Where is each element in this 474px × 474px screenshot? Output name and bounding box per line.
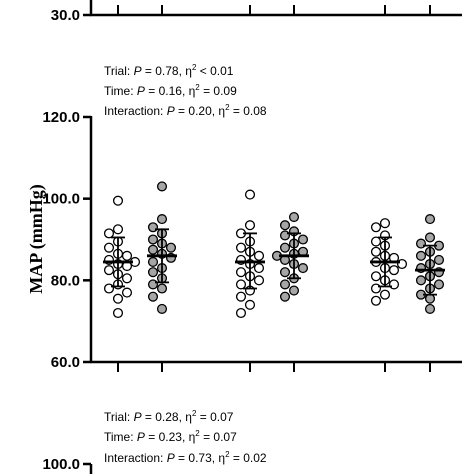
data-point [370, 236, 382, 247]
data-point [288, 285, 300, 296]
data-point [370, 222, 382, 233]
data-point [156, 214, 168, 225]
mid-y-tick-label: 100.0 [42, 191, 80, 208]
y-axis-label: MAP (mmHg) [26, 184, 47, 293]
data-point [279, 230, 291, 241]
data-point [235, 291, 247, 302]
data-point [156, 181, 168, 192]
mid-stat-interaction: Interaction: P = 0.20, η2 = 0.08 [104, 103, 267, 119]
data-point [424, 303, 436, 314]
mid-stat-time: Time: P = 0.16, η2 = 0.09 [104, 83, 237, 99]
data-point [253, 263, 265, 274]
data-point [147, 291, 159, 302]
data-point [235, 242, 247, 253]
data-point [156, 303, 168, 314]
data-point [370, 295, 382, 306]
data-point [279, 291, 291, 302]
data-point [112, 307, 124, 319]
bottom-stat-interaction: Interaction: P = 0.73, η2 = 0.02 [104, 450, 267, 466]
bottom-y-tick-label: 100.0 [42, 456, 80, 473]
mid-y-tick-label: 60.0 [51, 354, 80, 371]
data-point [244, 189, 256, 200]
data-point [103, 228, 115, 239]
mid-y-tick-label: 120.0 [42, 109, 80, 126]
bottom-stat-trial: Trial: P = 0.28, η2 = 0.07 [104, 409, 234, 425]
data-point [279, 220, 291, 231]
data-point [244, 299, 256, 310]
data-point [297, 263, 309, 274]
top-panel: 30.0 [51, 0, 462, 24]
data-point [415, 275, 427, 286]
data-point [415, 238, 427, 249]
data-point [156, 283, 168, 294]
data-point [165, 242, 177, 253]
bottom-panel: 100.0 [42, 456, 93, 474]
data-point [388, 279, 400, 290]
data-point [433, 279, 445, 290]
data-point [415, 250, 427, 261]
data-point [103, 265, 115, 276]
data-point [253, 250, 265, 261]
data-point [433, 254, 445, 265]
data-point [235, 307, 247, 319]
data-point [370, 271, 382, 282]
top-y-tick-label: 30.0 [51, 7, 80, 24]
mid-y-tick-label: 80.0 [51, 272, 80, 289]
data-point [121, 250, 133, 261]
mid-data-points [103, 181, 445, 319]
data-point [370, 283, 382, 294]
mid-y-ticks: 60.0 80.0 100.0 120.0 [42, 109, 91, 371]
mid-x-ticks [117, 362, 431, 372]
data-point [279, 279, 291, 290]
data-point [112, 224, 124, 235]
bottom-stat-time: Time: P = 0.23, η2 = 0.07 [104, 429, 237, 445]
data-point [424, 232, 436, 243]
data-point [121, 287, 133, 298]
mid-error-bars [103, 228, 445, 296]
data-point [147, 279, 159, 290]
data-point [147, 267, 159, 278]
data-point [112, 195, 124, 206]
data-point [424, 293, 436, 304]
data-point [279, 242, 291, 253]
data-point [279, 267, 291, 278]
data-point [112, 293, 124, 304]
data-point [121, 273, 133, 284]
data-point [379, 289, 391, 300]
mid-stat-trial: Trial: P = 0.78, η2 < 0.01 [104, 63, 234, 79]
data-point [297, 234, 309, 245]
data-point [388, 265, 400, 276]
data-point [370, 246, 382, 257]
data-point [244, 220, 256, 231]
top-x-ticks [117, 5, 431, 15]
data-point [288, 211, 300, 223]
data-point [424, 214, 436, 225]
middle-panel: 60.0 80.0 100.0 120.0 MAP (mmHg) [26, 109, 462, 372]
data-point [147, 244, 159, 255]
data-point [253, 275, 265, 286]
data-point [147, 222, 159, 233]
data-point [103, 283, 115, 294]
data-point [147, 234, 159, 245]
data-point [379, 218, 391, 229]
data-point [235, 267, 247, 278]
data-point [147, 256, 159, 268]
data-point [103, 242, 115, 253]
data-point [235, 279, 247, 290]
